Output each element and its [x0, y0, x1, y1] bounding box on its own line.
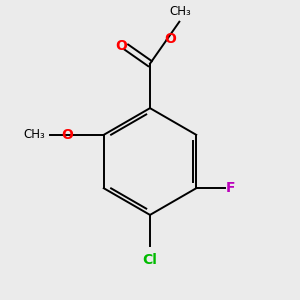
- Text: CH₃: CH₃: [169, 5, 191, 18]
- Text: F: F: [226, 181, 236, 195]
- Text: O: O: [165, 32, 176, 46]
- Text: Cl: Cl: [142, 253, 158, 267]
- Text: CH₃: CH₃: [23, 128, 45, 141]
- Text: O: O: [61, 128, 73, 142]
- Text: O: O: [115, 39, 127, 53]
